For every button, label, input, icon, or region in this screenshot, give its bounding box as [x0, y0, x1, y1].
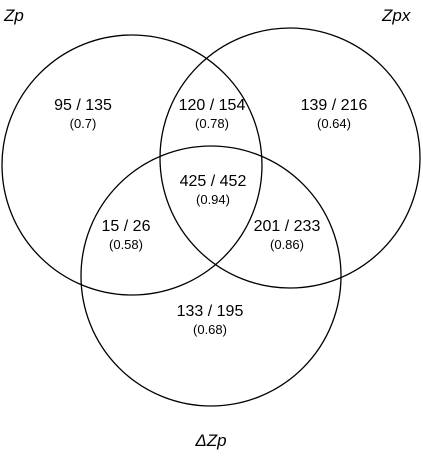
set-label-zp: Zp	[3, 6, 24, 25]
region-zp-zpx-ratio: (0.78)	[195, 116, 229, 131]
region-all-ratio: (0.94)	[196, 192, 230, 207]
circle-dzp	[80, 145, 342, 407]
set-label-dzp: ΔZp	[194, 431, 226, 450]
region-zpx-only-ratio: (0.64)	[317, 116, 351, 131]
set-label-zpx: Zpx	[381, 6, 411, 25]
region-zpx-only-count: 139 / 216	[301, 97, 368, 114]
region-zp-dzp-ratio: (0.58)	[109, 237, 143, 252]
region-dzp-only-count: 133 / 195	[177, 303, 244, 320]
region-zp-dzp-count: 15 / 26	[102, 218, 151, 235]
circle-zpx	[159, 27, 421, 289]
circle-zp	[1, 34, 263, 296]
region-all-count: 425 / 452	[180, 173, 247, 190]
region-zp-zpx-count: 120 / 154	[179, 97, 246, 114]
region-dzp-only-ratio: (0.68)	[193, 322, 227, 337]
region-zp-only-count: 95 / 135	[54, 97, 112, 114]
region-zpx-dzp-count: 201 / 233	[254, 218, 321, 235]
region-zpx-dzp-ratio: (0.86)	[270, 237, 304, 252]
region-zp-only-ratio: (0.7)	[70, 116, 97, 131]
